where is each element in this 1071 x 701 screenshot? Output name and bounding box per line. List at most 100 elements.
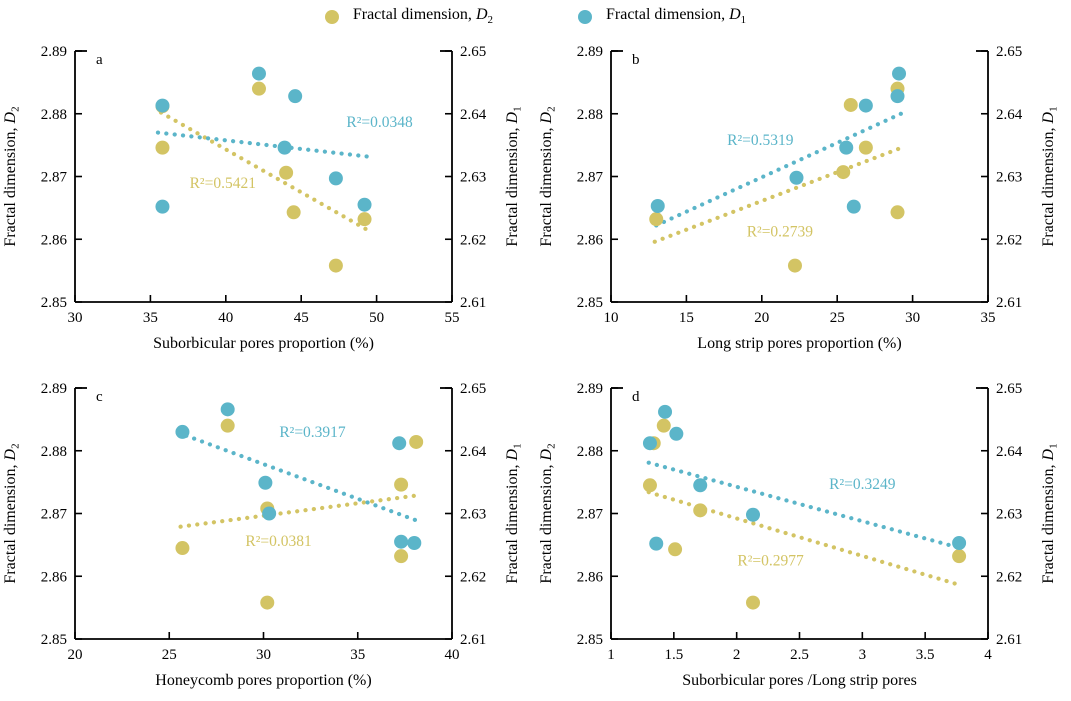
- svg-text:50: 50: [369, 310, 384, 326]
- svg-text:1: 1: [607, 647, 615, 663]
- svg-text:2.86: 2.86: [41, 232, 68, 248]
- svg-text:4: 4: [984, 647, 992, 663]
- svg-text:35: 35: [143, 310, 158, 326]
- svg-text:2.62: 2.62: [460, 232, 486, 248]
- svg-text:R²=0.3249: R²=0.3249: [829, 476, 896, 493]
- svg-text:R²=0.0381: R²=0.0381: [245, 533, 311, 550]
- legend-label-d2-var: D: [475, 6, 488, 24]
- svg-text:d: d: [632, 389, 640, 405]
- svg-text:45: 45: [294, 310, 309, 326]
- svg-text:2.85: 2.85: [577, 632, 603, 648]
- svg-text:R²=0.0348: R²=0.0348: [346, 114, 413, 131]
- svg-text:2.88: 2.88: [41, 107, 67, 123]
- svg-text:Fractal dimension, D2: Fractal dimension, D2: [2, 443, 22, 583]
- svg-text:2.61: 2.61: [996, 632, 1022, 648]
- svg-text:R²=0.2977: R²=0.2977: [737, 553, 804, 570]
- svg-text:Fractal dimension, D1: Fractal dimension, D1: [504, 443, 524, 583]
- svg-text:2.86: 2.86: [577, 232, 604, 248]
- svg-text:30: 30: [905, 310, 920, 326]
- svg-text:2.65: 2.65: [460, 381, 486, 397]
- svg-text:2.89: 2.89: [577, 381, 603, 397]
- svg-text:2.88: 2.88: [577, 444, 603, 460]
- svg-text:2.63: 2.63: [996, 507, 1022, 523]
- svg-text:2.62: 2.62: [996, 232, 1022, 248]
- scatter-panel-c: 20 25 30 35 40 2.85 2.86 2.87 2.88 2.89 2.61 2.62 2.…: [2, 381, 524, 689]
- svg-text:2.61: 2.61: [460, 632, 486, 648]
- svg-text:25: 25: [162, 647, 177, 663]
- svg-text:R²=0.5421: R²=0.5421: [190, 175, 256, 192]
- svg-text:35: 35: [981, 310, 996, 326]
- svg-text:2.89: 2.89: [41, 381, 67, 397]
- svg-text:2.61: 2.61: [460, 295, 486, 311]
- svg-text:2.87: 2.87: [41, 170, 68, 186]
- svg-text:2.65: 2.65: [460, 44, 486, 60]
- svg-text:Long strip pores proportion (%: Long strip pores proportion (%): [697, 335, 901, 352]
- svg-text:2.89: 2.89: [577, 44, 603, 60]
- svg-text:20: 20: [68, 647, 83, 663]
- svg-text:2: 2: [733, 647, 741, 663]
- svg-text:2.88: 2.88: [577, 107, 603, 123]
- svg-text:3.5: 3.5: [916, 647, 935, 663]
- svg-text:20: 20: [754, 310, 769, 326]
- svg-text:Fractal dimension, D2: Fractal dimension, D2: [538, 443, 558, 583]
- legend-label-d1-sub: 1: [740, 14, 747, 27]
- scatter-panel-a: 30 35 40 45 50 55 2.85 2.86 2.87 2.88 2.89 2.61 2.62…: [2, 44, 524, 352]
- svg-text:2.65: 2.65: [996, 381, 1022, 397]
- svg-text:2.5: 2.5: [790, 647, 809, 663]
- legend-marker-d2-icon: [324, 10, 339, 24]
- svg-text:2.63: 2.63: [996, 170, 1022, 186]
- svg-text:Honeycomb pores proportion (%): Honeycomb pores proportion (%): [155, 672, 371, 689]
- legend-label-d1-text: Fractal dimension,: [606, 6, 730, 24]
- svg-text:2.86: 2.86: [577, 569, 604, 585]
- svg-text:Fractal dimension, D1: Fractal dimension, D1: [1040, 106, 1060, 246]
- svg-text:2.87: 2.87: [577, 170, 604, 186]
- svg-text:15: 15: [679, 310, 694, 326]
- scatter-panel-b: 10 15 20 25 30 35 2.85 2.86 2.87 2.88 2.89 2.61 2.62…: [538, 44, 1060, 352]
- svg-text:Fractal dimension, D2: Fractal dimension, D2: [538, 106, 558, 246]
- svg-text:2.64: 2.64: [460, 107, 487, 123]
- svg-text:25: 25: [830, 310, 845, 326]
- svg-text:2.85: 2.85: [41, 295, 67, 311]
- svg-text:2.85: 2.85: [577, 295, 603, 311]
- svg-text:2.63: 2.63: [460, 170, 486, 186]
- chart-legend: Fractal dimension, D2 Fractal dimension,…: [0, 3, 1071, 31]
- legend-item-d1: Fractal dimension, D1: [578, 7, 746, 26]
- legend-marker-d1-icon: [578, 10, 592, 24]
- svg-text:30: 30: [256, 647, 271, 663]
- svg-text:Fractal dimension, D2: Fractal dimension, D2: [2, 106, 22, 246]
- svg-text:R²=0.3917: R²=0.3917: [279, 424, 346, 441]
- svg-text:2.86: 2.86: [41, 569, 68, 585]
- svg-text:Fractal dimension, D1: Fractal dimension, D1: [1040, 443, 1060, 583]
- svg-text:2.64: 2.64: [460, 444, 487, 460]
- svg-text:40: 40: [218, 310, 233, 326]
- legend-label-d2-sub: 2: [487, 14, 494, 27]
- svg-text:35: 35: [350, 647, 365, 663]
- svg-text:2.87: 2.87: [577, 507, 604, 523]
- svg-text:1.5: 1.5: [664, 647, 683, 663]
- svg-text:2.63: 2.63: [460, 507, 486, 523]
- svg-text:a: a: [96, 52, 103, 68]
- svg-text:10: 10: [604, 310, 619, 326]
- svg-text:2.65: 2.65: [996, 44, 1022, 60]
- svg-text:3: 3: [859, 647, 867, 663]
- legend-label-d1: Fractal dimension, D1: [606, 7, 746, 26]
- svg-text:2.62: 2.62: [996, 569, 1022, 585]
- svg-text:2.87: 2.87: [41, 507, 68, 523]
- svg-text:2.64: 2.64: [996, 444, 1023, 460]
- svg-text:R²=0.2739: R²=0.2739: [747, 224, 814, 241]
- scatter-panel-d: 1 1.5 2 2.5 3 3.5 4 2.85 2.86 2.87 2.88 2.89 2.61 2.6…: [538, 381, 1060, 689]
- svg-text:Suborbicular pores proportion: Suborbicular pores proportion (%): [153, 335, 374, 352]
- svg-text:2.64: 2.64: [996, 107, 1023, 123]
- svg-text:40: 40: [445, 647, 460, 663]
- svg-text:Fractal dimension, D1: Fractal dimension, D1: [504, 106, 524, 246]
- svg-text:55: 55: [445, 310, 460, 326]
- svg-text:30: 30: [68, 310, 83, 326]
- legend-label-d2-text: Fractal dimension,: [352, 6, 476, 24]
- legend-label-d2: Fractal dimension, D2: [353, 7, 493, 26]
- svg-text:b: b: [632, 52, 640, 68]
- svg-text:2.61: 2.61: [996, 295, 1022, 311]
- legend-item-d2: Fractal dimension, D2: [324, 7, 493, 26]
- svg-text:2.85: 2.85: [41, 632, 67, 648]
- legend-label-d1-var: D: [729, 6, 741, 24]
